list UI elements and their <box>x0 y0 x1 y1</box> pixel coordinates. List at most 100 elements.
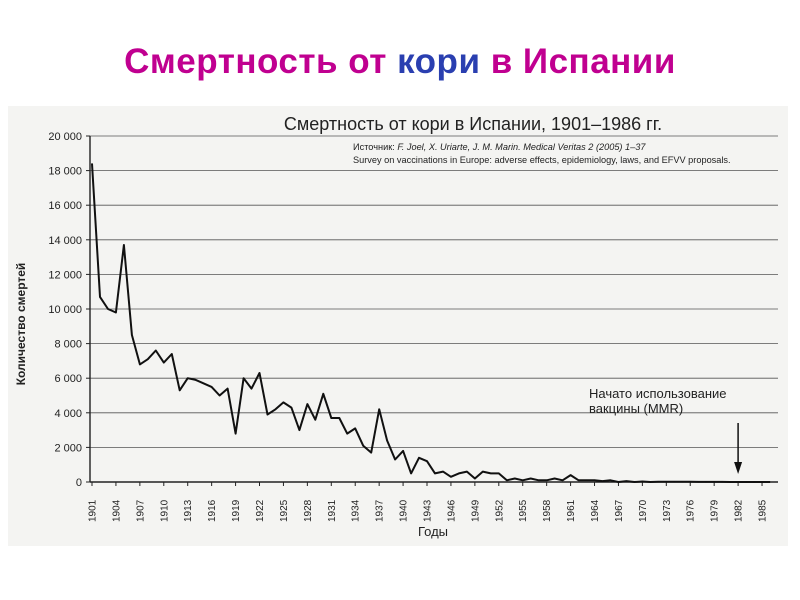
data-point <box>673 481 675 483</box>
grid-lines <box>90 135 778 448</box>
data-point <box>243 377 245 379</box>
data-point <box>538 479 540 481</box>
y-tick-label: 2 000 <box>54 442 82 454</box>
y-tick-label: 8 000 <box>54 339 82 351</box>
x-tick-label: 1943 <box>423 499 434 522</box>
x-tick-label: 1979 <box>710 499 721 522</box>
data-point <box>402 450 404 452</box>
data-point <box>737 481 739 483</box>
data-point <box>593 479 596 481</box>
data-point <box>609 479 612 481</box>
data-point <box>290 407 292 409</box>
data-point <box>761 481 763 483</box>
data-point <box>147 358 149 360</box>
slide-title-part-1: Смертность от <box>124 42 398 81</box>
data-point <box>418 457 420 459</box>
data-point <box>665 481 667 483</box>
x-tick-label: 1907 <box>135 499 146 522</box>
x-tick-label: 1961 <box>566 499 577 522</box>
y-tick-label: 4 000 <box>54 408 82 420</box>
data-point <box>195 379 197 381</box>
data-point <box>274 408 277 410</box>
x-tick-label: 1913 <box>183 499 194 522</box>
data-point <box>171 353 173 355</box>
series-line-deaths <box>91 163 770 483</box>
data-point <box>713 481 715 483</box>
data-point <box>729 481 731 483</box>
x-tick-label: 1931 <box>327 499 338 522</box>
data-point <box>91 163 93 165</box>
x-axis-ticks: 1901 1904 1907 1910 1913 1916 1919 1922 1925 1928… <box>88 482 769 522</box>
y-tick-label: 18 000 <box>48 166 82 178</box>
x-tick-label: 1955 <box>518 499 529 522</box>
x-tick-label: 1910 <box>159 499 170 522</box>
data-point <box>769 481 771 483</box>
data-point <box>235 433 237 435</box>
data-point <box>641 480 644 483</box>
x-tick-label: 1937 <box>375 499 386 522</box>
data-point <box>442 471 444 473</box>
data-point <box>250 388 253 390</box>
y-tick-label: 14 000 <box>48 235 82 247</box>
y-tick-label: 20 000 <box>48 131 82 143</box>
x-axis-label: Годы <box>418 524 448 539</box>
data-point <box>697 481 699 483</box>
x-tick-label: 1940 <box>399 499 410 522</box>
data-point <box>490 472 492 474</box>
data-point <box>458 472 460 474</box>
data-point <box>649 481 652 483</box>
data-point <box>131 334 133 336</box>
data-point <box>617 481 620 483</box>
y-tick-label: 0 <box>76 477 82 489</box>
data-point <box>562 479 564 481</box>
data-point <box>139 363 141 365</box>
data-point <box>163 362 165 364</box>
x-tick-label: 1964 <box>590 499 601 522</box>
chart-source-text: F. Joel, X. Uriarte, J. M. Marin. Medica… <box>397 142 646 152</box>
data-point <box>219 394 221 397</box>
data-point <box>753 481 755 483</box>
data-point <box>585 479 588 481</box>
x-tick-label: 1949 <box>470 499 481 522</box>
data-point <box>362 445 364 447</box>
data-point <box>314 419 316 421</box>
x-tick-label: 1925 <box>279 499 290 522</box>
y-tick-label: 6 000 <box>54 373 82 385</box>
x-tick-label: 1934 <box>351 499 362 522</box>
y-axis-label: Количество смертей <box>14 263 28 386</box>
x-tick-label: 1904 <box>111 499 122 522</box>
measles-mortality-chart: Смертность от кори в Испании, 1901–1986 … <box>14 114 778 539</box>
data-point <box>227 388 229 390</box>
x-tick-label: 1958 <box>542 499 553 522</box>
data-point <box>386 439 388 442</box>
data-point <box>625 480 628 482</box>
y-tick-label: 12 000 <box>48 269 82 281</box>
x-tick-label: 1952 <box>494 499 505 522</box>
slide-title-highlight: кори <box>397 42 481 81</box>
data-point <box>681 481 683 483</box>
data-point <box>322 393 324 395</box>
data-point <box>338 417 340 419</box>
data-point <box>721 481 723 483</box>
arrow-head <box>734 462 743 474</box>
data-point <box>578 479 580 481</box>
data-point <box>99 296 101 298</box>
x-tick-label: 1982 <box>734 499 745 522</box>
chart-source: Источник: F. Joel, X. Uriarte, J. M. Mar… <box>353 142 646 152</box>
x-tick-label: 1976 <box>686 499 697 522</box>
data-point <box>554 477 556 480</box>
data-point <box>354 427 356 429</box>
data-point <box>745 481 747 483</box>
data-point <box>498 472 500 474</box>
data-point <box>506 479 508 481</box>
data-point <box>394 458 396 461</box>
data-point <box>410 472 412 474</box>
data-point <box>482 471 484 473</box>
chart-source-label: Источник: <box>353 142 397 152</box>
slide-title: Смертность от кори в Испании <box>0 42 800 82</box>
x-tick-label: 1901 <box>88 499 99 522</box>
data-point <box>179 389 181 391</box>
chart-title: Смертность от кори в Испании, 1901–1986 … <box>284 114 662 134</box>
data-point <box>306 403 308 405</box>
data-point <box>426 460 428 462</box>
